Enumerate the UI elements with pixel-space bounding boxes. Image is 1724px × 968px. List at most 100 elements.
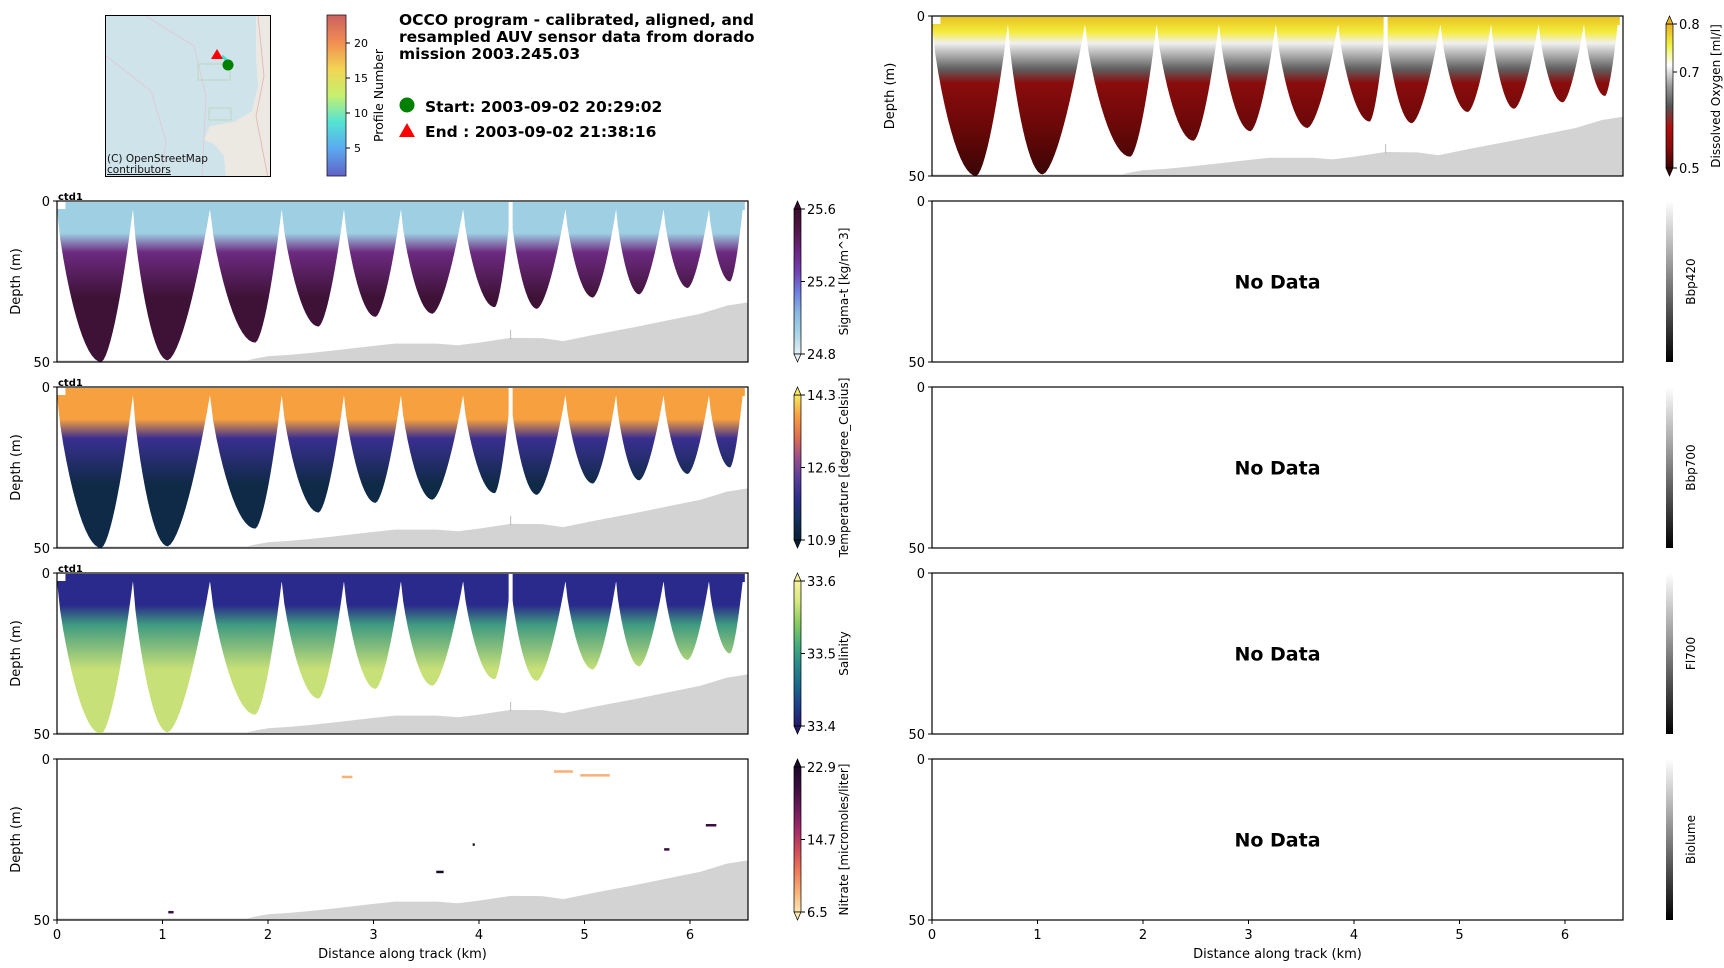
axes-frame: [931, 758, 1624, 921]
yo-profile: [463, 209, 511, 308]
y-tick-label: 0: [917, 195, 925, 210]
yo-profile: [343, 581, 401, 689]
colorbar-label: Sigma-t [kg/m^3]: [837, 228, 851, 336]
end-marker-icon: [211, 49, 223, 59]
map-inset: (C) OpenStreetMap contributors: [105, 15, 271, 177]
yo-profile: [1084, 24, 1157, 157]
yo-profile: [132, 209, 210, 361]
nitrate-point: [553, 770, 573, 773]
colorbar-tick-label: 6.5: [807, 906, 828, 921]
y-tick-label: 0: [42, 753, 50, 768]
colorbar-tick-label: 22.9: [807, 761, 836, 776]
legend-end: End : 2003-09-02 21:38:16: [399, 121, 656, 143]
yo-profile: [616, 209, 664, 295]
plot-area: [932, 16, 1623, 176]
data-gap: [508, 387, 513, 508]
start-marker-icon: [222, 59, 234, 71]
colorbar-label: Nitrate [micromoles/liter]: [837, 764, 851, 916]
colorbar: [793, 766, 802, 913]
yo-profile: [281, 581, 344, 699]
colorbar-tick-label: 0.8: [1679, 18, 1700, 33]
yo-profile: [565, 209, 617, 298]
x-tick-label: 6: [1561, 928, 1569, 943]
surface-band: [940, 16, 1620, 25]
colorbar-tick-label: 0.7: [1679, 66, 1700, 81]
yo-profile: [565, 395, 617, 484]
title-line: OCCO program - calibrated, aligned, and: [399, 11, 754, 29]
yo-profile: [1583, 24, 1618, 96]
yo-profile: [209, 395, 282, 529]
bathymetry-area: [932, 116, 1623, 176]
axes-frame: [56, 758, 749, 921]
panel-temperature: 0 50 Depth (m) ctd1 14.3 12.6 10.9 Temperature …: [9, 378, 851, 559]
yo-profile: [616, 395, 664, 481]
sanctuary-box: [208, 107, 232, 121]
x-tick-label: 5: [1455, 928, 1463, 943]
axes-frame: [931, 572, 1624, 735]
panel-bbp420: No Data 0 50 Bbp420: [908, 195, 1698, 371]
x-tick-label: 1: [158, 928, 166, 943]
surface-band: [65, 201, 745, 211]
start-label: Start: 2003-09-02 20:29:02: [425, 98, 663, 116]
yo-profile: [343, 209, 401, 317]
colorbar: [1666, 573, 1673, 734]
axes-frame: [931, 15, 1624, 177]
figure-title: OCCO program - calibrated, aligned, and …: [399, 12, 799, 63]
axes-frame: [56, 386, 749, 549]
yo-profile: [1275, 24, 1339, 128]
map-credit-line: (C) OpenStreetMap: [107, 153, 208, 165]
no-data-label: No Data: [1234, 830, 1320, 852]
yo-profile: [663, 395, 709, 474]
colorbar-extend-min: [793, 725, 802, 735]
colorbar-extend-min: [793, 353, 802, 363]
x-tick-label: 3: [369, 928, 377, 943]
y-tick-label: 50: [908, 542, 925, 557]
panel-fl700: No Data 0 50 Fl700: [908, 567, 1698, 743]
yo-profile: [565, 581, 617, 670]
plot-area: [57, 770, 748, 920]
yo-profile: [510, 395, 566, 495]
colorbar-label: Biolume: [1684, 815, 1698, 864]
bathymetry-area: [57, 488, 748, 548]
yo-profile: [616, 581, 664, 667]
colorbar-label: Bbp420: [1684, 258, 1698, 304]
yo-profile: [1538, 24, 1584, 103]
colorbar-extend-min: [1665, 167, 1674, 177]
yo-profile: [663, 581, 709, 660]
y-tick-label: 50: [908, 170, 925, 185]
nitrate-point: [436, 870, 444, 874]
yo-profile: [281, 395, 344, 513]
yo-profile: [343, 395, 401, 503]
colorbar-tick-label: 10: [354, 107, 368, 120]
y-tick-label: 0: [917, 10, 925, 25]
yo-profile: [463, 581, 511, 680]
bathymetry-area: [57, 674, 748, 734]
map-credit: (C) OpenStreetMap contributors: [107, 154, 208, 176]
colorbar-label: Temperature [degree_Celsius]: [837, 378, 851, 559]
profile-colorbar: [326, 14, 347, 177]
y-tick-label: 0: [917, 753, 925, 768]
end-label: End : 2003-09-02 21:38:16: [425, 123, 657, 141]
colorbar-label: Profile Number: [371, 48, 386, 142]
colorbar: [1666, 759, 1673, 920]
start-circle-icon: [399, 96, 425, 118]
map-background: [106, 16, 270, 176]
colorbar: [1666, 387, 1673, 548]
x-tick-label: 0: [928, 928, 936, 943]
yo-profile: [57, 209, 133, 362]
colorbar-tick-label: 33.5: [807, 648, 836, 663]
x-axis-label: Distance along track (km): [1193, 947, 1362, 962]
y-tick-label: 0: [42, 195, 50, 210]
y-tick-label: 50: [33, 356, 50, 371]
yo-profile: [663, 209, 709, 288]
colorbar-tick-label: 15: [354, 72, 368, 85]
x-axis-label: Distance along track (km): [318, 947, 487, 962]
x-tick-label: 0: [53, 928, 61, 943]
yo-profile: [510, 581, 566, 681]
colorbar-tick-label: 14.3: [807, 389, 836, 404]
x-tick-label: 2: [264, 928, 272, 943]
colorbar-tick-label: 24.8: [807, 348, 836, 363]
colorbar: [793, 580, 802, 727]
